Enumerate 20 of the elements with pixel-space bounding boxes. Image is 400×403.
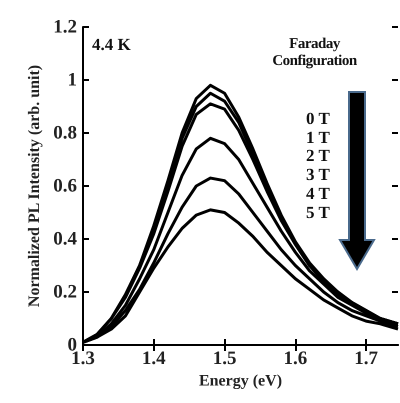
annotation: 5 T: [306, 202, 330, 222]
y-tick-label: 0.2: [53, 282, 77, 302]
x-tick-label: 1.4: [142, 348, 166, 369]
y-tick-label: 1.2: [53, 16, 77, 38]
y-tick-label: 0.8: [53, 122, 77, 144]
annotation: 0 T: [306, 109, 330, 129]
y-axis-title: Normalized PL Intensity (arb. unit): [26, 64, 43, 308]
x-tick-label: 1.7: [354, 348, 379, 369]
x-tick-label: 1.6: [283, 348, 308, 369]
annotation: 1 T: [306, 128, 330, 148]
annotation: 4 T: [306, 184, 330, 204]
annotation: 4.4 K: [92, 35, 131, 55]
annotation: 3 T: [306, 165, 330, 185]
y-tick-label: 0.4: [53, 228, 78, 250]
y-tick-label: 1: [68, 70, 77, 90]
x-tick-label: 1.5: [212, 348, 236, 369]
annotation: 2 T: [306, 146, 330, 166]
annotation: Faraday Configuration: [271, 36, 358, 69]
y-tick-label: 0.6: [53, 176, 77, 196]
x-axis-title: Energy (eV): [198, 372, 282, 390]
